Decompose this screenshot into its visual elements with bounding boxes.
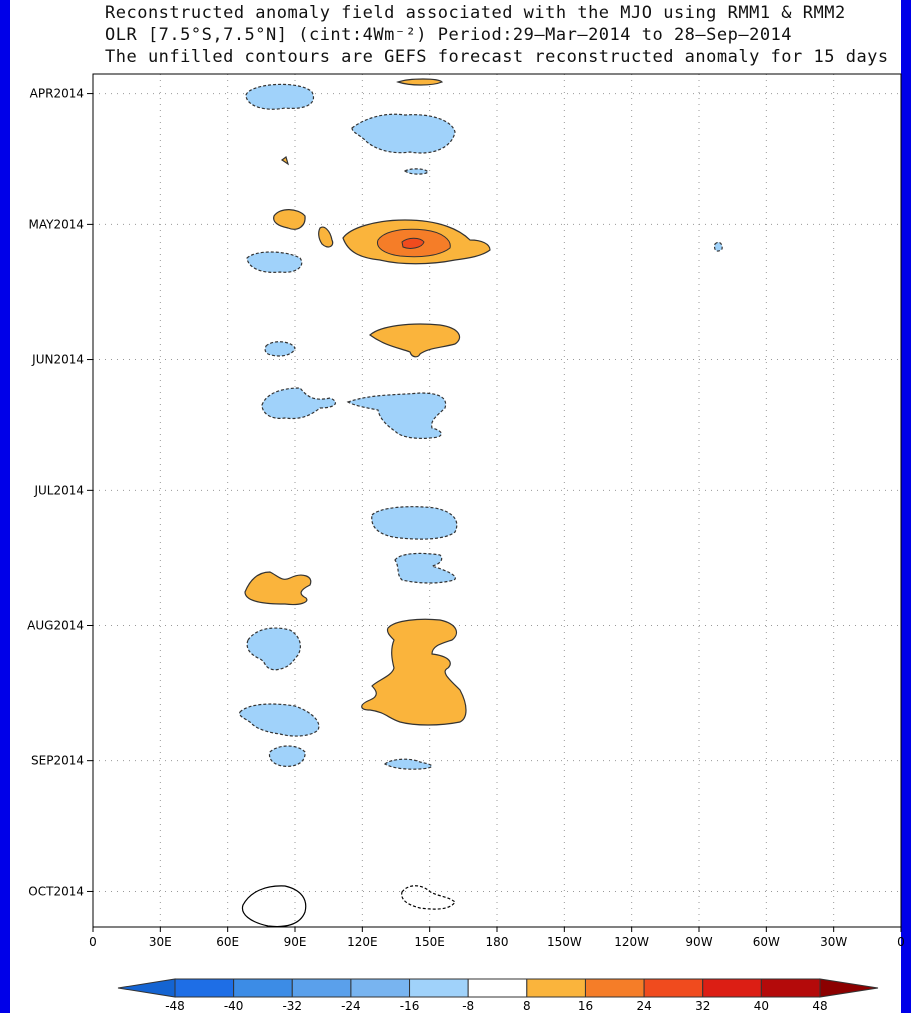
negative-anomaly-region [264,341,296,357]
x-tick-label: 120W [614,935,649,949]
colorbar-segment [291,978,352,998]
y-tick-label: AUG2014 [27,619,84,633]
colorbar-label: -8 [462,999,474,1013]
negative-anomaly-region [239,703,320,737]
x-axis: 0 30E 60E 90E 120E 150E 180 150W 120W 90W 60W 30W 0 [89,927,905,949]
y-tick-label: JUL2014 [33,483,84,497]
x-tick-label: 30E [149,935,172,949]
colorbar-segment [233,978,293,998]
colorbar-label: 48 [812,999,827,1013]
colorbar-segment [174,978,235,998]
negative-anomaly-region [268,745,306,767]
colorbar-label: 40 [754,999,769,1013]
forecast-negative-contour [401,885,456,910]
x-tick-label: 90E [284,935,307,949]
negative-anomaly-region [351,113,456,154]
colorbar-label: -16 [400,999,420,1013]
positive-anomaly-region [401,237,425,249]
positive-anomaly-region [369,323,461,358]
positive-anomaly-region [280,155,290,166]
negative-anomaly-region [346,392,447,439]
positive-anomaly-region [361,618,467,726]
forecast-positive-contour [241,885,307,928]
colorbar-segment [702,978,762,998]
colorbar-label: 8 [523,999,531,1013]
forecast-contours [241,885,456,928]
colorbar-segment [350,978,411,998]
negative-anomaly-region [394,552,456,584]
positive-anomaly-region [244,571,312,606]
colorbar-label: -48 [165,999,185,1013]
x-tick-label: 180 [486,935,509,949]
chart-title-line-2: OLR [7.5°S,7.5°N] (cint:4Wm⁻²) Period:29… [105,25,793,45]
y-tick-label: APR2014 [30,87,84,101]
chart-title-line-3: The unfilled contours are GEFS forecast … [105,47,889,67]
anomaly-contours [239,78,723,770]
y-tick-label: JUN2014 [31,353,84,367]
positive-anomaly-region [273,209,306,230]
grid [93,74,901,927]
negative-anomaly-region [383,758,433,770]
colorbar-legend: -48 -40 -32 -24 -16 -8 8 16 24 32 40 48 [117,978,879,1013]
x-tick-label: 0 [89,935,97,949]
chart-title-line-1: Reconstructed anomaly field associated w… [105,3,846,23]
y-tick-label: OCT2014 [28,884,84,898]
colorbar-label: -24 [341,999,361,1013]
chart-frame: Reconstructed anomaly field associated w… [10,0,901,1013]
negative-anomaly-region [371,506,458,540]
x-tick-label: 150E [414,935,445,949]
colorbar-label: 24 [636,999,651,1013]
y-tick-label: SEP2014 [31,754,84,768]
colorbar-segment [467,978,528,998]
x-tick-label: 120E [347,935,378,949]
x-tick-label: 0 [897,935,905,949]
positive-anomaly-region [396,78,444,86]
y-axis: APR2014 MAY2014 JUN2014 JUL2014 AUG2014 SEP20… [27,87,93,898]
colorbar-segment [584,978,645,998]
x-tick-label: 90W [685,935,712,949]
colorbar-label: 32 [695,999,710,1013]
negative-anomaly-region [403,168,429,175]
y-tick-label: MAY2014 [29,217,85,231]
negative-anomaly-region [246,627,301,671]
x-tick-label: 60E [216,935,239,949]
colorbar-segment [643,978,704,998]
x-tick-label: 150W [547,935,582,949]
negative-anomaly-region [261,387,337,420]
colorbar-max-arrow [819,978,879,998]
negative-anomaly-region [713,241,723,252]
colorbar-min-arrow [117,978,176,998]
x-tick-label: 60W [753,935,780,949]
colorbar-segment [526,978,586,998]
colorbar-segment [760,978,821,998]
colorbar-segment [409,978,469,998]
positive-anomaly-region [318,226,334,248]
negative-anomaly-region [246,251,303,273]
colorbar-label: -32 [282,999,302,1013]
x-tick-label: 30W [820,935,847,949]
negative-anomaly-region [245,83,314,110]
colorbar-label: 16 [578,999,593,1013]
colorbar-label: -40 [224,999,244,1013]
